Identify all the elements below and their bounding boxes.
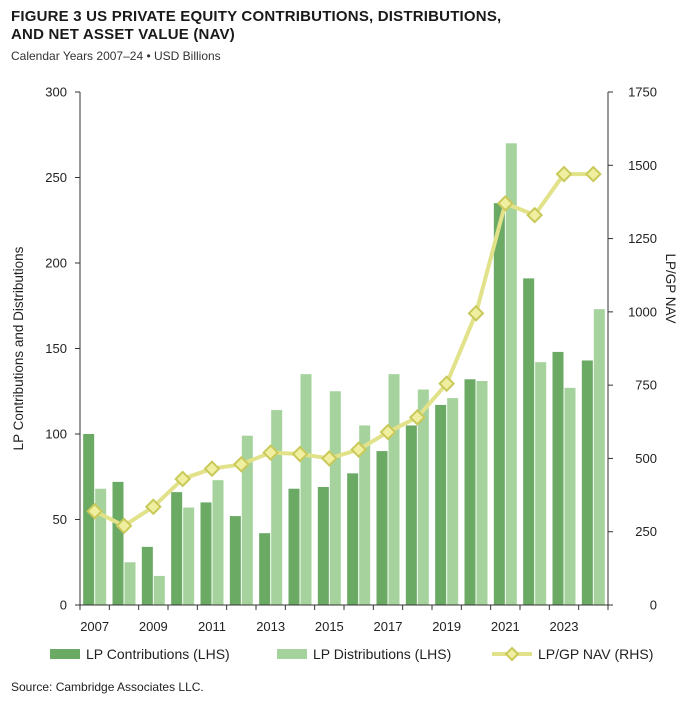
- x-tick-label-2007: 2007: [80, 619, 109, 634]
- contributions-bar-2022: [523, 278, 535, 605]
- left-tick-label-50: 50: [53, 512, 67, 527]
- x-tick-label-2009: 2009: [139, 619, 168, 634]
- x-tick-label-2013: 2013: [256, 619, 285, 634]
- contributions-bar-2007: [83, 434, 95, 605]
- chart-subtitle: Calendar Years 2007–24 • USD Billions: [11, 49, 221, 63]
- contributions-bar-2018: [405, 425, 417, 605]
- title-line-2: AND NET ASSET VALUE (NAV): [11, 26, 235, 43]
- nav-point-2009: [144, 498, 162, 516]
- distributions-bar-2015: [329, 391, 341, 605]
- right-tick-label-1500: 1500: [628, 158, 657, 173]
- distributions-bar-2011: [212, 480, 224, 605]
- nav-point-2015: [320, 450, 338, 467]
- legend-swatch-distributions: [277, 649, 307, 659]
- distributions-bar-2023: [564, 387, 576, 605]
- right-tick-label-1750: 1750: [628, 85, 657, 100]
- distributions-bar-2019: [447, 398, 459, 605]
- distributions-bar-2010: [183, 507, 195, 605]
- legend-label-contributions: LP Contributions (LHS): [86, 646, 230, 662]
- left-tick-label-0: 0: [60, 598, 67, 613]
- contributions-bar-2013: [259, 533, 271, 605]
- nav-point-2008: [115, 517, 133, 535]
- distributions-bar-2009: [153, 575, 165, 605]
- left-axis-title: LP Contributions and Distributions: [11, 246, 26, 450]
- distributions-bar-2013: [271, 410, 283, 605]
- right-tick-label-750: 750: [635, 378, 657, 393]
- contributions-bar-2024: [581, 360, 593, 605]
- legend-label-distributions: LP Distributions (LHS): [313, 646, 451, 662]
- right-tick-label-250: 250: [635, 524, 657, 539]
- right-tick-label-1250: 1250: [628, 231, 657, 246]
- right-tick-label-1000: 1000: [628, 304, 657, 319]
- contributions-bar-2021: [493, 203, 505, 605]
- x-tick-label-2015: 2015: [315, 619, 344, 634]
- left-tick-label-300: 300: [45, 85, 67, 100]
- contributions-bar-2008: [112, 481, 124, 605]
- nav-point-2021: [496, 194, 514, 212]
- nav-point-2011: [203, 460, 221, 478]
- right-tick-label-0: 0: [650, 598, 657, 613]
- nav-point-2013: [262, 444, 280, 461]
- nav-point-2017: [379, 423, 397, 441]
- x-tick-label-2019: 2019: [432, 619, 461, 634]
- x-tick-label-2017: 2017: [374, 619, 403, 634]
- contributions-bar-2020: [464, 379, 476, 605]
- nav-point-2018: [408, 408, 426, 426]
- left-tick-label-150: 150: [45, 341, 67, 356]
- right-tick-label-500: 500: [635, 451, 657, 466]
- nav-point-2014: [291, 445, 309, 463]
- distributions-bar-2018: [417, 389, 429, 605]
- distributions-bar-2014: [300, 374, 312, 605]
- legend-swatch-nav-marker: [504, 646, 520, 662]
- nav-point-2023: [555, 165, 573, 183]
- contributions-bar-2011: [200, 502, 212, 605]
- nav-point-2010: [174, 470, 192, 488]
- distributions-bar-2012: [241, 435, 253, 605]
- left-tick-label-100: 100: [45, 427, 67, 442]
- distributions-bar-2017: [388, 374, 400, 605]
- contributions-bar-2023: [552, 351, 564, 605]
- nav-series-line: [93, 172, 594, 528]
- nav-point-2022: [526, 206, 544, 224]
- nav-point-2024: [584, 165, 602, 183]
- x-tick-label-2023: 2023: [550, 619, 579, 634]
- contributions-bar-2014: [288, 488, 300, 605]
- distributions-bar-2007: [95, 488, 107, 605]
- legend-label-nav: LP/GP NAV (RHS): [538, 646, 653, 662]
- nav-point-2020: [467, 304, 485, 322]
- left-tick-label-250: 250: [45, 170, 67, 185]
- nav-point-2007: [86, 502, 104, 520]
- distributions-bar-2020: [476, 380, 488, 605]
- x-tick-label-2011: 2011: [198, 619, 226, 634]
- distributions-bar-2022: [535, 362, 547, 605]
- nav-point-2019: [438, 375, 456, 393]
- contributions-bar-2015: [317, 487, 329, 605]
- nav-point-2012: [232, 455, 250, 473]
- legend-swatch-contributions: [50, 649, 80, 659]
- contributions-bar-2019: [435, 404, 447, 605]
- nav-point-2016: [350, 441, 368, 459]
- distributions-bar-2008: [124, 562, 136, 605]
- x-tick-label-2021: 2021: [491, 619, 520, 634]
- distributions-bar-2021: [505, 143, 517, 606]
- contributions-bar-2009: [141, 546, 153, 605]
- right-axis-title: LP/GP NAV: [663, 253, 678, 323]
- chart-title: FIGURE 3 US PRIVATE EQUITY CONTRIBUTIONS…: [11, 8, 501, 44]
- contributions-bar-2012: [229, 516, 241, 605]
- left-tick-label-200: 200: [45, 256, 67, 271]
- contributions-bar-2010: [171, 492, 183, 605]
- distributions-bar-2024: [593, 309, 605, 605]
- source-note: Source: Cambridge Associates LLC.: [11, 680, 204, 694]
- contributions-bar-2017: [376, 451, 388, 605]
- contributions-bar-2016: [347, 473, 359, 605]
- distributions-bar-2016: [359, 425, 371, 605]
- title-line-1: FIGURE 3 US PRIVATE EQUITY CONTRIBUTIONS…: [11, 8, 502, 25]
